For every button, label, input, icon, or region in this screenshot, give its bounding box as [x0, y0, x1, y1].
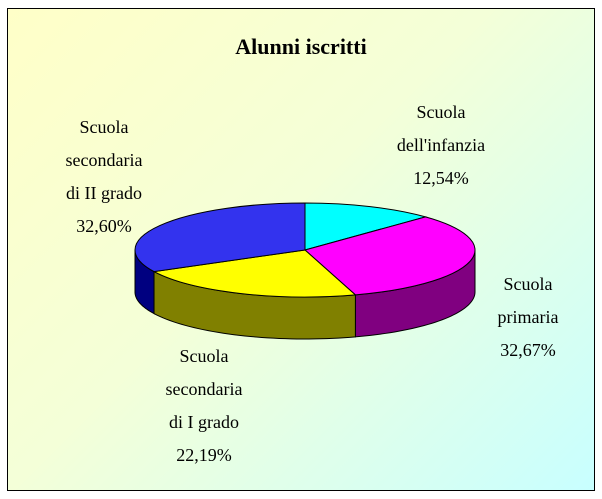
- category-label: Scuola dell'infanzia: [396, 102, 486, 155]
- value-label: 22,19%: [176, 445, 232, 465]
- slice: [304, 202, 428, 251]
- category-label: Scuola secondaria di II grado: [65, 117, 143, 203]
- category-label: Scuola secondaria di I grado: [165, 346, 243, 432]
- data-label: Scuola secondaria di II grado 32,60%: [66, 111, 143, 243]
- category-label: Scuola primaria: [497, 274, 559, 327]
- data-label: Scuola dell'infanzia 12,54%: [397, 96, 485, 195]
- slice: [152, 249, 357, 298]
- value-label: 12,54%: [413, 168, 469, 188]
- slice: [134, 202, 306, 273]
- value-label: 32,67%: [500, 340, 556, 360]
- slice: [303, 216, 476, 296]
- data-label: Scuola secondaria di I grado 22,19%: [166, 340, 243, 472]
- chart-title: Alunni iscritti: [235, 34, 367, 59]
- data-label: Scuola primaria 32,67%: [498, 268, 559, 367]
- value-label: 32,60%: [76, 216, 132, 236]
